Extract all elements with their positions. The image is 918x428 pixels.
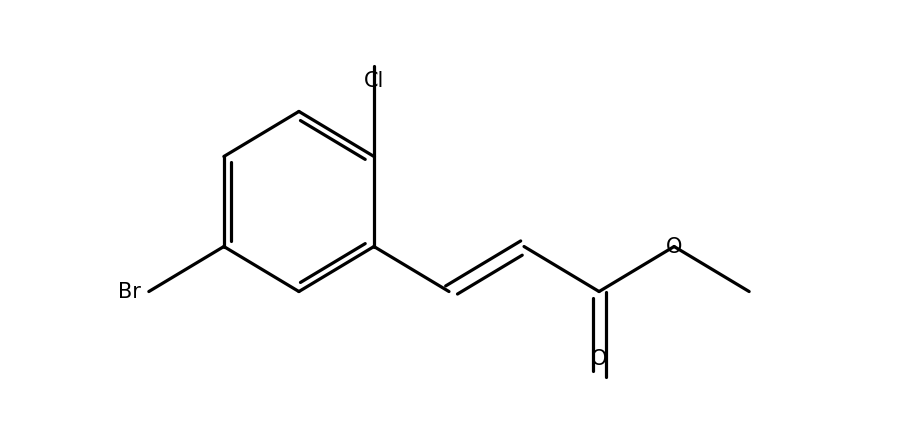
Text: Cl: Cl <box>364 71 384 92</box>
Text: Br: Br <box>118 282 141 302</box>
Text: O: O <box>591 349 608 369</box>
Text: O: O <box>666 237 682 256</box>
